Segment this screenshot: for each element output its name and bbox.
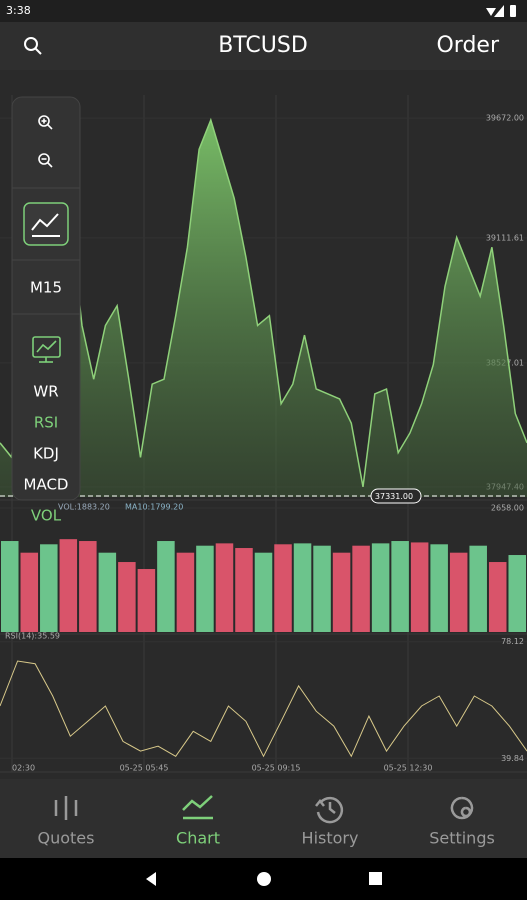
rsi-line xyxy=(0,660,527,758)
zoom-in[interactable] xyxy=(38,115,53,130)
nav-icon xyxy=(450,796,474,820)
nav-icon xyxy=(182,795,213,820)
nav-item[interactable]: Chart xyxy=(176,795,220,848)
indicator-button[interactable]: WR xyxy=(33,383,58,401)
volume-bar xyxy=(137,569,156,632)
bottom-nav xyxy=(0,779,527,858)
toolbar-panel xyxy=(11,96,81,501)
volume-bar xyxy=(469,545,487,632)
indicator-button[interactable]: KDJ xyxy=(33,445,59,463)
nav-icon xyxy=(315,796,344,824)
zoom-out[interactable] xyxy=(38,153,53,168)
status-icons xyxy=(486,5,516,17)
volume-bar xyxy=(40,544,58,632)
volume-bar xyxy=(254,552,273,632)
volume-bar xyxy=(1,541,19,632)
indicator-button[interactable]: VOL xyxy=(31,507,62,525)
price-line xyxy=(0,117,527,488)
nav-label: History xyxy=(302,829,359,848)
volume-bar xyxy=(20,552,39,632)
volume-bar xyxy=(215,543,234,632)
chart-type-button[interactable] xyxy=(23,202,69,246)
back-button[interactable] xyxy=(146,872,156,886)
volume-bar xyxy=(274,544,292,632)
x-tick-label: 05-25 12:30 xyxy=(384,764,433,773)
y-tick-label: 78.12 xyxy=(501,637,524,646)
volume-bar xyxy=(293,543,312,632)
volume-bar xyxy=(352,545,370,632)
volume-bar xyxy=(59,539,78,632)
ma-legend: MA10:1799.20 xyxy=(125,503,183,512)
current-price-badge xyxy=(370,488,422,504)
chart-toolbar: M15 WR RSI KDJ MACD VOL xyxy=(11,96,81,525)
y-tick-label: 39111.61 xyxy=(486,233,524,242)
x-tick-label: 05-25 09:15 xyxy=(252,764,301,773)
indicator-button[interactable]: MACD xyxy=(24,476,69,494)
bottom-nav-items: Quotes Chart History Settings xyxy=(38,795,495,848)
volume-bar xyxy=(235,548,253,632)
status-time: 3:38 xyxy=(6,4,31,17)
volume-bar xyxy=(176,552,195,632)
volume-bar xyxy=(449,552,468,632)
volume-bar xyxy=(371,543,390,632)
y-tick-label: 39672.00 xyxy=(486,114,524,123)
rsi-legend: RSI(14):35.59 xyxy=(5,632,60,641)
home-button[interactable] xyxy=(257,872,271,886)
volume-bar xyxy=(313,545,331,632)
order-button[interactable]: Order xyxy=(436,33,499,58)
app-title: BTCUSD xyxy=(218,33,308,58)
nav-label: Chart xyxy=(176,829,220,848)
y-tick-label: 2658.00 xyxy=(491,504,524,513)
volume-legend: VOL:1883.20 xyxy=(58,503,110,512)
volume-bar xyxy=(488,562,507,632)
nav-item[interactable]: Settings xyxy=(429,796,495,848)
indicator-list: WR RSI KDJ MACD VOL xyxy=(24,383,69,525)
volume-bar xyxy=(79,541,97,632)
status-bar xyxy=(0,0,527,22)
nav-label: Settings xyxy=(429,829,495,848)
nav-item[interactable]: Quotes xyxy=(38,796,95,848)
volume-bar xyxy=(430,544,448,632)
search-button[interactable] xyxy=(24,37,42,55)
timeframe-button[interactable]: M15 xyxy=(30,279,62,297)
indicator-icon xyxy=(32,336,61,363)
nav-icon xyxy=(54,796,78,820)
volume-bar xyxy=(332,552,351,632)
current-price-label: 37331.00 xyxy=(375,492,413,501)
volume-bar xyxy=(157,541,175,632)
x-tick-label: 05-25 05:45 xyxy=(120,764,169,773)
volume-bar xyxy=(391,541,409,632)
volume-bar xyxy=(410,542,429,632)
volume-bar xyxy=(508,555,526,632)
nav-label: Quotes xyxy=(38,829,95,848)
x-tick-label: 02:30 xyxy=(12,764,35,773)
recents-button[interactable] xyxy=(369,872,382,885)
y-tick-label: 39.84 xyxy=(501,754,524,763)
volume-bar xyxy=(196,545,214,632)
indicator-button[interactable]: RSI xyxy=(34,414,58,432)
volume-bar xyxy=(98,552,117,632)
app-bar xyxy=(0,22,527,70)
volume-bar xyxy=(118,562,136,632)
nav-item[interactable]: History xyxy=(302,796,359,848)
